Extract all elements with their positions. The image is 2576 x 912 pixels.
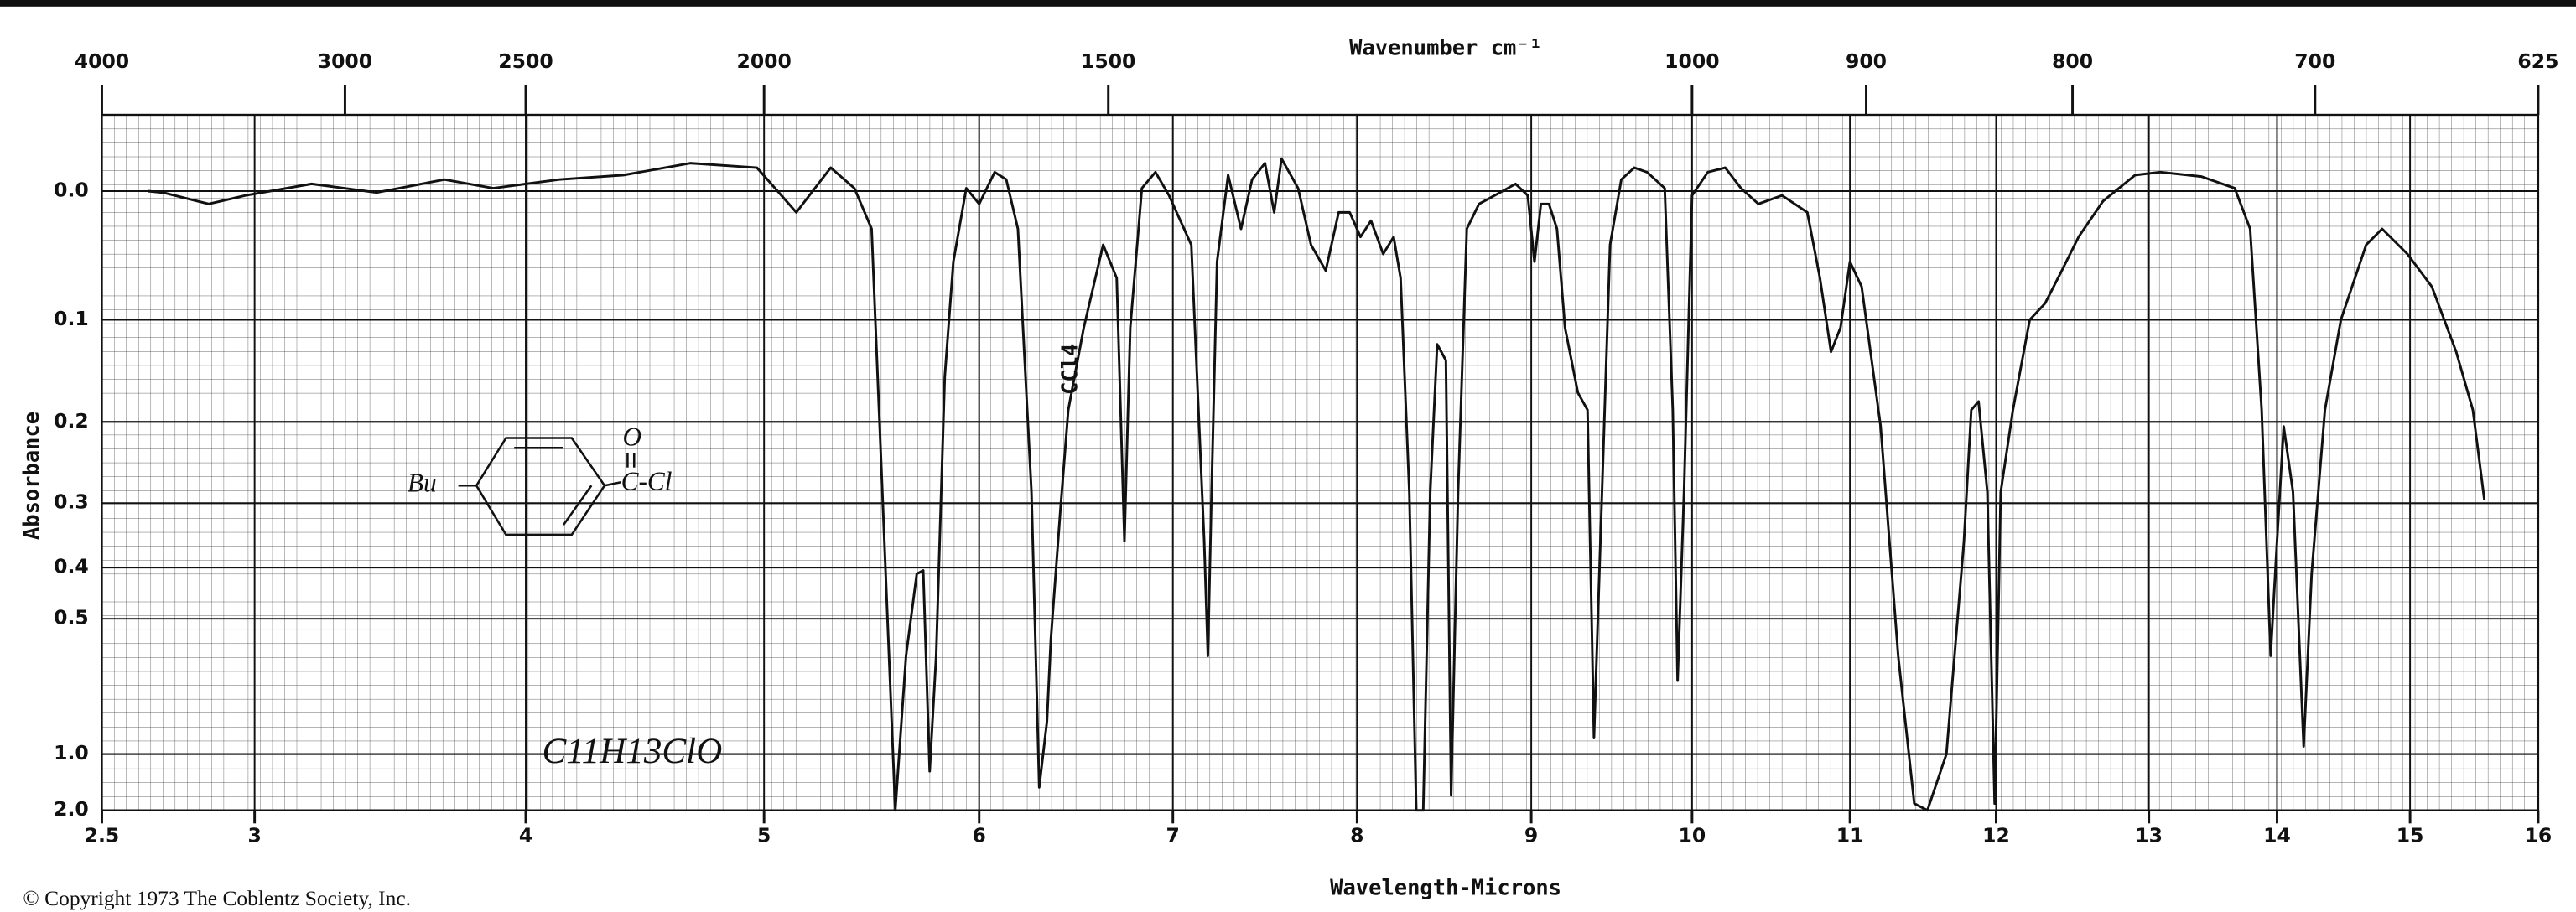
y-axis-title: Absorbance [19,412,44,540]
copyright: © Copyright 1973 The Coblentz Society, I… [23,886,411,910]
ring-bond [562,484,593,526]
x-tick-label: 10 [1679,823,1706,847]
x2-tick-label: 4000 [75,49,129,73]
x-tick-label: 8 [1350,823,1363,847]
x2-tick-label: 3000 [318,49,372,73]
formula: C11H13ClO [543,732,723,771]
x-tick-label: 16 [2525,823,2553,847]
scan-edge [0,0,2576,7]
x-axis-title: Wavelength-Microns [1330,876,1561,901]
y-tick-label: 0.3 [54,490,89,514]
x-tick-label: 6 [973,823,986,847]
x2-tick-label: 1500 [1081,49,1135,73]
x-tick-label: 2.5 [85,823,120,847]
x-tick-label: 14 [2263,823,2291,847]
x-tick-label: 7 [1166,823,1180,847]
y-tick-label: 0.0 [54,179,89,202]
y-tick-label: 0.5 [54,606,89,630]
x-tick-label: 3 [247,823,261,847]
x-tick-label: 4 [519,823,532,847]
y-tick-label: 0.2 [54,409,89,433]
structure [458,437,636,536]
structure-label: C-Cl [621,466,673,495]
y-tick-label: 0.1 [54,307,89,330]
x2-tick-label: 900 [1846,49,1887,73]
x2-tick-label: 1000 [1665,49,1719,73]
y-tick-label: 1.0 [54,741,89,764]
x-tick-label: 12 [1982,823,2010,847]
x2-tick-label: 2000 [736,49,791,73]
x-tick-label: 13 [2135,823,2163,847]
spectrum [147,157,2486,812]
x2-axis-title: Wavenumber cm⁻¹ [1349,36,1542,61]
x2-tick-label: 800 [2052,49,2093,73]
y-tick-label: 2.0 [54,797,89,821]
x-tick-label: 15 [2397,823,2424,847]
x2-tick-label: 700 [2294,49,2335,73]
x2-tick-label: 625 [2517,49,2558,73]
bond [604,481,621,487]
structure-label: Bu [408,468,437,497]
x-tick-label: 9 [1524,823,1538,847]
plot-area [101,113,2540,811]
structure-label: O [623,422,642,452]
x2-tick-label: 2500 [498,49,553,73]
x-tick-label: 11 [1836,823,1864,847]
x-tick-label: 5 [757,823,771,847]
y-tick-label: 0.4 [54,555,89,578]
